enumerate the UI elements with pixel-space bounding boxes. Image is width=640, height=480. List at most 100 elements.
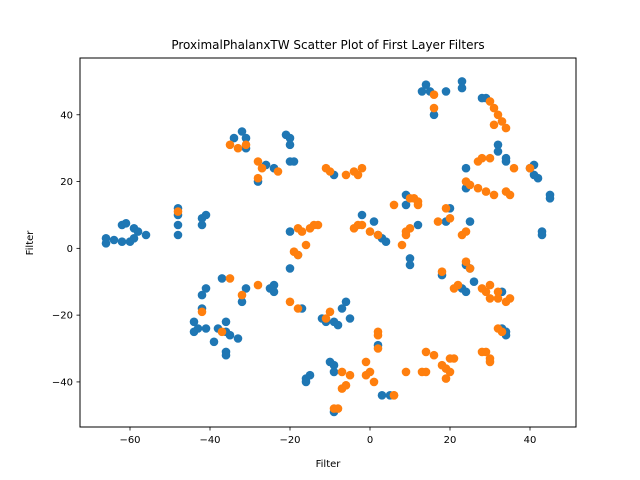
scatter-point	[441, 374, 451, 383]
y-tick-label: 40	[60, 110, 73, 121]
scatter-point	[221, 317, 231, 327]
scatter-point	[545, 194, 555, 203]
scatter-point	[433, 217, 443, 226]
scatter-point	[489, 120, 499, 130]
scatter-point	[389, 391, 399, 400]
scatter-point	[293, 250, 303, 260]
y-axis-ticks: −40 −20 0 20 40	[52, 110, 80, 388]
scatter-point	[457, 83, 467, 93]
scatter-point	[217, 274, 227, 283]
x-tick-label: −60	[119, 435, 140, 446]
scatter-point	[441, 87, 451, 96]
scatter-point	[389, 200, 399, 210]
scatter-point	[457, 77, 467, 86]
x-tick-label: −40	[199, 435, 220, 446]
scatter-point	[229, 133, 239, 143]
scatter-point	[461, 163, 471, 173]
scatter-point	[237, 297, 247, 307]
scatter-point	[201, 284, 211, 293]
scatter-point	[121, 219, 131, 228]
scatter-point	[489, 190, 499, 200]
scatter-point	[285, 297, 295, 307]
y-tick-label: 20	[60, 177, 73, 188]
scatter-point	[373, 327, 383, 337]
scatter-point	[197, 307, 207, 317]
scatter-point	[297, 227, 307, 236]
scatter-point	[493, 147, 503, 156]
scatter-point	[429, 90, 439, 99]
scatter-point	[197, 220, 207, 230]
scatter-point	[201, 210, 211, 220]
scatter-point	[445, 214, 455, 223]
scatter-point	[449, 354, 459, 363]
scatter-point	[469, 277, 479, 287]
scatter-point	[421, 80, 431, 89]
x-tick-label: −20	[279, 435, 300, 446]
scatter-point	[241, 284, 251, 293]
scatter-point	[509, 163, 519, 173]
scatter-point	[289, 157, 299, 166]
scatter-point	[357, 220, 367, 230]
scatter-point	[485, 294, 495, 303]
scatter-point	[333, 320, 343, 330]
scatter-point	[285, 133, 295, 143]
scatter-point	[493, 140, 503, 150]
scatter-point	[225, 140, 235, 150]
scatter-point	[253, 280, 263, 290]
scatter-point	[481, 287, 491, 297]
scatter-point	[529, 170, 539, 180]
scatter-point	[497, 327, 507, 337]
y-axis-label: Filter	[25, 230, 36, 256]
scatter-point	[345, 314, 355, 323]
scatter-point	[233, 143, 243, 153]
scatter-point	[369, 377, 379, 387]
scatter-point	[285, 227, 295, 236]
scatter-point	[253, 173, 263, 183]
scatter-point	[329, 367, 339, 377]
points-layer	[101, 77, 555, 417]
scatter-point	[337, 304, 347, 313]
y-tick-label: −20	[52, 311, 73, 322]
x-axis-ticks: −60 −40 −20 0 20 40	[119, 427, 536, 446]
scatter-point	[237, 127, 247, 136]
scatter-point	[257, 163, 267, 173]
scatter-point	[173, 220, 183, 230]
scatter-point	[109, 235, 119, 245]
scatter-point	[465, 264, 475, 273]
scatter-point	[117, 237, 127, 246]
scatter-point	[173, 230, 183, 240]
scatter-point	[525, 163, 535, 173]
scatter-point	[397, 240, 407, 250]
scatter-point	[357, 163, 367, 173]
scatter-point	[485, 357, 495, 367]
scatter-point	[193, 324, 203, 333]
scatter-point	[485, 153, 495, 163]
scatter-point	[465, 217, 475, 226]
scatter-point	[377, 391, 387, 400]
scatter-point	[253, 157, 263, 166]
scatter-point	[225, 274, 235, 283]
scatter-point	[141, 230, 151, 240]
scatter-point	[437, 267, 447, 277]
scatter-point	[485, 280, 495, 290]
scatter-point	[505, 190, 515, 200]
scatter-point	[233, 334, 243, 343]
scatter-point	[373, 344, 383, 353]
scatter-point	[337, 367, 347, 377]
scatter-point	[445, 367, 455, 377]
scatter-point	[361, 357, 371, 367]
scatter-point	[329, 360, 339, 370]
scatter-point	[321, 314, 331, 323]
scatter-point	[501, 157, 511, 166]
scatter-point	[173, 207, 183, 216]
scatter-point	[325, 307, 335, 317]
scatter-point	[381, 237, 391, 246]
scatter-point	[421, 367, 431, 377]
scatter-point	[493, 110, 503, 120]
scatter-point	[417, 87, 427, 96]
scatter-point	[217, 327, 227, 337]
scatter-point	[365, 367, 375, 377]
scatter-point	[413, 197, 423, 206]
y-tick-label: 0	[67, 244, 73, 255]
